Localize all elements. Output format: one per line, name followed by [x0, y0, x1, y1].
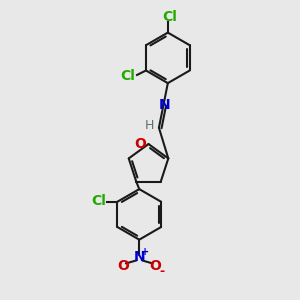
Text: Cl: Cl — [162, 10, 177, 24]
Text: H: H — [145, 119, 154, 132]
Text: N: N — [134, 250, 145, 265]
Text: N: N — [159, 98, 171, 112]
Text: Cl: Cl — [92, 194, 106, 208]
Text: Cl: Cl — [120, 69, 135, 83]
Text: O: O — [117, 260, 129, 273]
Text: +: + — [141, 247, 149, 257]
Text: -: - — [160, 265, 165, 278]
Text: O: O — [150, 260, 161, 273]
Text: O: O — [134, 137, 146, 151]
